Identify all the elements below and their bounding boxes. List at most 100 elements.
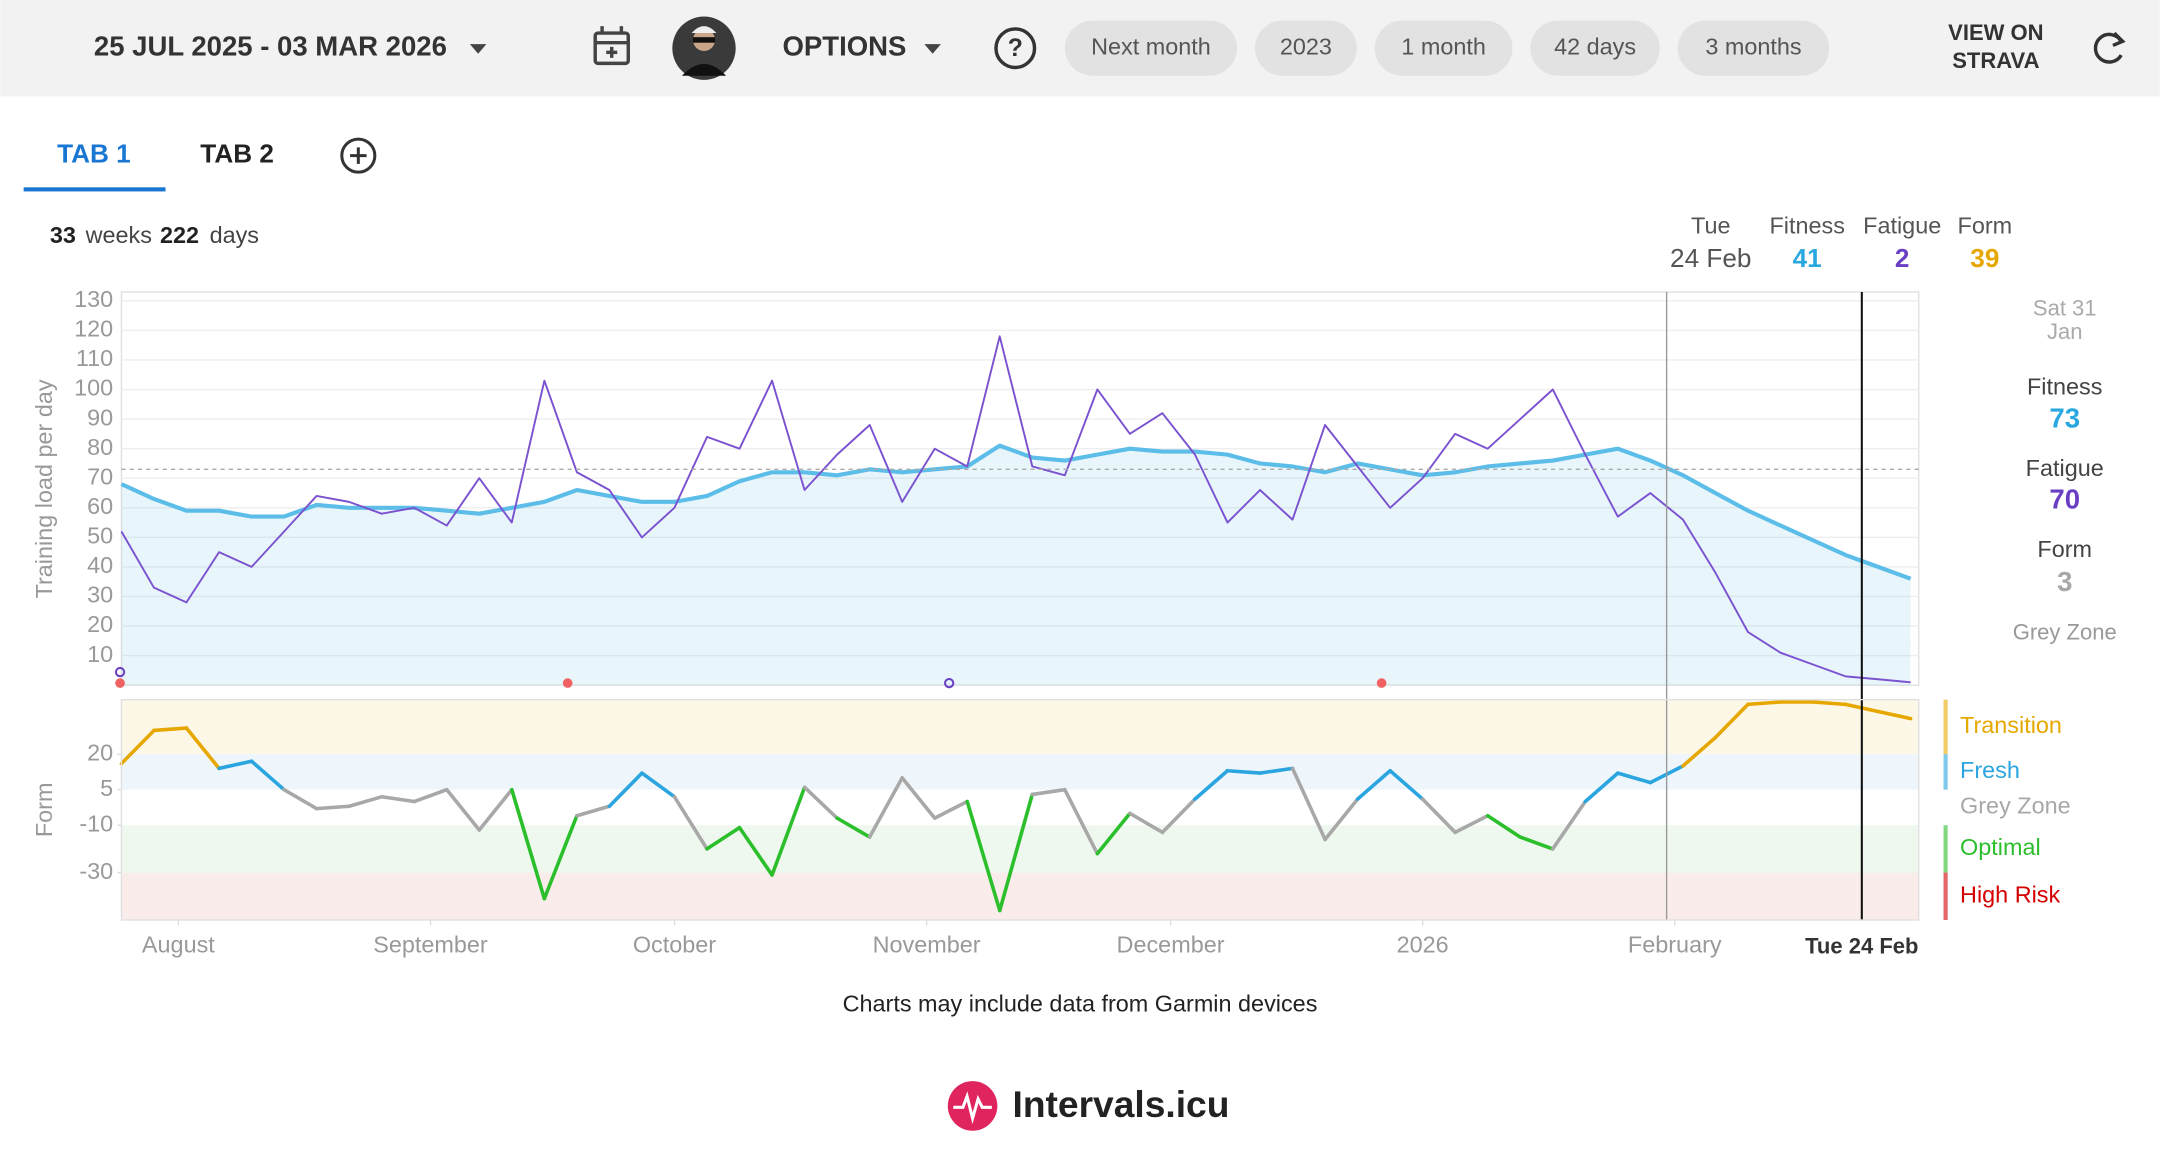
add-tab[interactable]	[340, 137, 377, 174]
strava-link[interactable]: STRAVA	[1952, 48, 2039, 73]
form-segment	[1681, 735, 1718, 768]
dropdown-arrow[interactable]	[469, 44, 487, 54]
form-segment	[640, 771, 677, 799]
form-segment	[575, 804, 612, 818]
range-button-label[interactable]: Next month	[1091, 33, 1211, 59]
form-segment	[152, 726, 189, 733]
tab[interactable]: TAB 1	[57, 139, 131, 169]
range-button-label[interactable]: 3 months	[1705, 33, 1801, 59]
date-range[interactable]: 25 JUL 2025 - 03 MAR 2026	[94, 30, 447, 61]
avatar[interactable]	[672, 16, 736, 80]
form-segment	[1876, 709, 1913, 721]
dropdown-arrow[interactable]	[924, 44, 941, 54]
x-tick-label: 2026	[1397, 931, 1449, 957]
hover-label: Fitness	[2027, 374, 2102, 400]
range-button[interactable]	[1374, 20, 1513, 76]
zone-legend-label: Grey Zone	[1960, 793, 2071, 819]
form-segment	[1485, 813, 1523, 839]
readout-label: Fatigue	[1863, 212, 1941, 238]
form-segment	[932, 799, 970, 820]
range-button-label[interactable]: 1 month	[1401, 33, 1486, 59]
form-segment	[1713, 702, 1750, 740]
y-tick-label: 100	[74, 375, 113, 401]
y-tick-label: 40	[87, 552, 113, 578]
zone-legend-label: Transition	[1960, 712, 2062, 738]
form-segment	[607, 771, 644, 809]
form-segment	[1323, 797, 1360, 842]
y-axis-label: Form	[31, 783, 57, 838]
form-segment	[1583, 771, 1620, 804]
form-segment	[1063, 787, 1100, 856]
form-segment	[737, 825, 774, 877]
form-segment	[802, 785, 839, 820]
form-segment	[379, 794, 417, 804]
form-segment	[314, 804, 351, 811]
form-segment	[770, 785, 807, 877]
form-segment	[217, 759, 254, 771]
form-segment	[867, 776, 904, 839]
x-tick-label: February	[1628, 931, 1722, 957]
form-segment	[1616, 771, 1653, 785]
y-tick-label: 120	[74, 316, 113, 342]
event-dots	[114, 666, 1387, 689]
zone-legend-label: High Risk	[1960, 881, 2060, 907]
range-button[interactable]	[1677, 20, 1830, 76]
form-segment	[997, 792, 1035, 913]
options-menu[interactable]: OPTIONS	[783, 30, 907, 61]
form-segment	[1453, 813, 1490, 835]
hover-form: 3	[2057, 566, 2072, 597]
help-icon[interactable]: ?	[994, 27, 1037, 70]
form-segment	[1160, 797, 1197, 835]
form-segment	[347, 794, 384, 809]
form-segment	[444, 787, 482, 832]
range-button-label[interactable]: 42 days	[1554, 33, 1636, 59]
plot-area	[120, 698, 1920, 921]
refresh-icon[interactable]	[2093, 31, 2126, 64]
range-button[interactable]	[1254, 20, 1357, 76]
hover-date: Jan	[2047, 319, 2083, 344]
readout-form: 39	[1970, 243, 1999, 273]
hover-fatigue: 70	[2049, 484, 2080, 515]
range-button[interactable]	[1530, 20, 1660, 76]
form-segment	[1355, 768, 1392, 801]
zone-legend-bar	[1943, 825, 1948, 873]
y-tick-label: 130	[74, 286, 113, 312]
y-tick-label: -10	[79, 810, 113, 836]
form-segment	[965, 799, 1002, 913]
y-tick-label: 50	[87, 523, 113, 549]
x-tick-label: September	[373, 931, 488, 957]
form-segment	[1550, 799, 1588, 851]
form-segment	[249, 759, 286, 792]
range-button[interactable]	[1064, 20, 1238, 76]
footer-note: Charts may include data from Garmin devi…	[843, 991, 1318, 1017]
form-segment	[510, 787, 547, 901]
tab[interactable]: TAB 2	[200, 139, 274, 169]
zone-legend-label: Fresh	[1960, 757, 2020, 783]
form-segment	[477, 787, 514, 832]
form-segment	[1290, 766, 1327, 842]
readout-label: Fitness	[1769, 212, 1844, 238]
form-segment	[900, 776, 937, 820]
zone-legend-label: Optimal	[1960, 834, 2041, 860]
readout-date: 24 Feb	[1670, 243, 1751, 273]
readout-fitness: 41	[1793, 243, 1822, 273]
range-button-label[interactable]: 2023	[1280, 33, 1332, 59]
brand-name: Intervals.icu	[1013, 1083, 1230, 1125]
form-segment	[1030, 787, 1067, 797]
form-segment	[1388, 768, 1425, 801]
y-tick-label: 5	[100, 775, 113, 801]
zone-legend-bar	[1943, 754, 1948, 790]
x-tick-label: December	[1117, 931, 1225, 957]
form-segment	[672, 794, 709, 851]
y-tick-label: 20	[87, 739, 113, 765]
days-label: days	[210, 222, 259, 248]
calendar-icon[interactable]	[593, 26, 630, 66]
strava-link[interactable]: VIEW ON	[1948, 20, 2043, 45]
zone-legend-bar	[1943, 872, 1948, 920]
hover-label: Fatigue	[2026, 455, 2104, 481]
cursor-date-label: Tue 24 Feb	[1805, 933, 1918, 958]
zone-band	[121, 699, 1919, 755]
weeks-label: weeks	[85, 222, 152, 248]
